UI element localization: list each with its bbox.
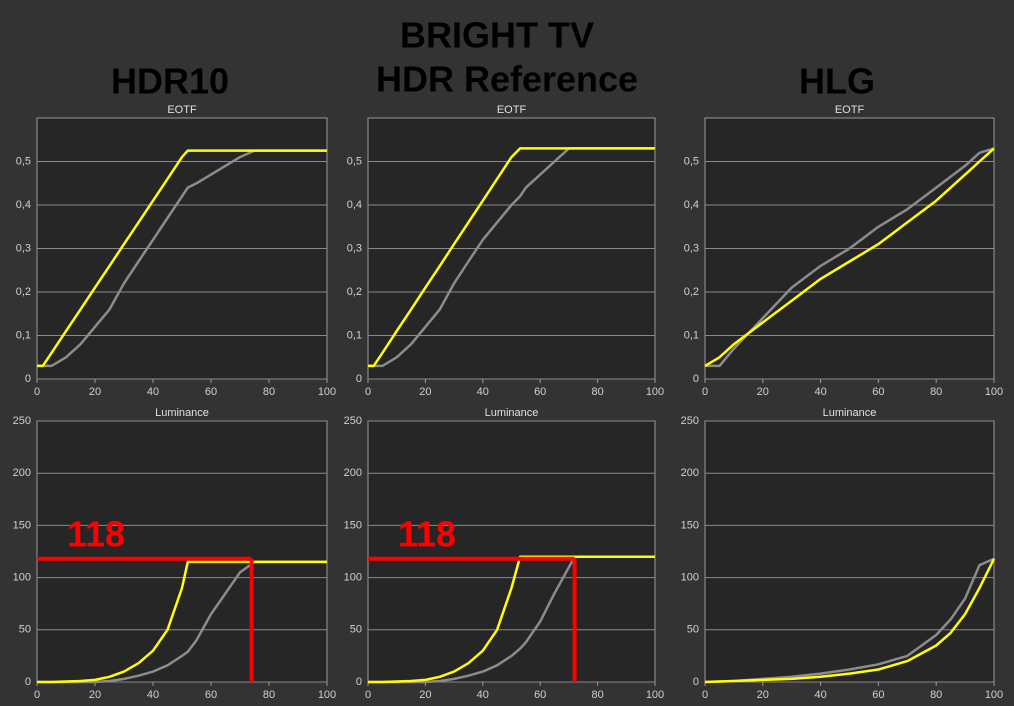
y-tick-label: 0,5 [16, 155, 31, 167]
y-tick-label: 150 [681, 519, 699, 531]
x-tick-label: 60 [534, 386, 546, 398]
y-tick-label: 50 [687, 624, 699, 636]
column-title: HLG [799, 61, 875, 102]
x-tick-label: 100 [985, 386, 1003, 398]
x-tick-label: 60 [205, 386, 217, 398]
y-tick-label: 0,2 [684, 286, 699, 298]
x-tick-label: 80 [263, 689, 275, 701]
chart-title: EOTF [497, 104, 527, 116]
x-tick-label: 80 [591, 689, 603, 701]
column-title: HDR10 [111, 61, 229, 102]
plot-area [704, 420, 995, 683]
y-tick-label: 200 [681, 467, 699, 479]
x-tick-label: 0 [34, 386, 40, 398]
x-tick-label: 40 [814, 386, 826, 398]
x-tick-label: 60 [872, 689, 884, 701]
y-tick-label: 100 [681, 572, 699, 584]
x-tick-label: 0 [34, 689, 40, 701]
x-tick-label: 20 [419, 689, 431, 701]
x-tick-label: 60 [205, 689, 217, 701]
data-line [368, 555, 655, 684]
y-tick-label: 50 [350, 624, 362, 636]
y-tick-label: 0,3 [16, 242, 31, 254]
x-tick-label: 20 [757, 386, 769, 398]
annotation-label: 118 [67, 513, 125, 554]
x-tick-label: 0 [702, 386, 708, 398]
y-tick-label: 0 [25, 373, 31, 385]
y-tick-label: 0,3 [347, 242, 362, 254]
x-tick-label: 0 [702, 689, 708, 701]
y-tick-label: 150 [13, 519, 31, 531]
y-tick-label: 0,5 [684, 155, 699, 167]
y-tick-label: 0,2 [16, 286, 31, 298]
x-tick-label: 100 [646, 386, 664, 398]
y-tick-label: 50 [19, 624, 31, 636]
x-tick-label: 100 [985, 689, 1003, 701]
y-tick-label: 250 [344, 415, 362, 427]
y-tick-label: 0,1 [684, 329, 699, 341]
x-tick-label: 0 [365, 689, 371, 701]
chart-title: EOTF [167, 104, 197, 116]
data-line [705, 147, 995, 368]
page-title: BRIGHT TV [400, 15, 594, 56]
data-line [37, 149, 327, 368]
y-tick-label: 200 [13, 467, 31, 479]
x-tick-label: 80 [930, 386, 942, 398]
y-tick-label: 100 [13, 572, 31, 584]
x-tick-label: 40 [477, 689, 489, 701]
y-tick-label: 0,4 [16, 199, 31, 211]
y-tick-label: 250 [681, 415, 699, 427]
x-tick-label: 60 [534, 689, 546, 701]
column-title: HDR Reference [376, 59, 638, 100]
y-tick-label: 0 [693, 373, 699, 385]
x-tick-label: 100 [318, 386, 336, 398]
x-tick-label: 40 [814, 689, 826, 701]
x-tick-label: 0 [365, 386, 371, 398]
y-tick-label: 150 [344, 519, 362, 531]
x-tick-label: 100 [646, 689, 664, 701]
x-tick-label: 20 [89, 689, 101, 701]
y-tick-label: 0,4 [347, 199, 362, 211]
data-line [704, 147, 995, 367]
annotation-label: 118 [398, 513, 456, 554]
plot-area [367, 420, 656, 683]
y-tick-label: 0 [25, 676, 31, 688]
y-tick-label: 200 [344, 467, 362, 479]
chart-title: Luminance [823, 407, 877, 419]
x-tick-label: 80 [930, 689, 942, 701]
x-tick-label: 20 [89, 386, 101, 398]
chart-title: Luminance [485, 407, 539, 419]
plot-area [36, 420, 328, 683]
x-tick-label: 40 [147, 689, 159, 701]
y-tick-label: 0,4 [684, 199, 699, 211]
x-tick-label: 40 [477, 386, 489, 398]
y-tick-label: 250 [13, 415, 31, 427]
y-tick-label: 0,2 [347, 286, 362, 298]
x-tick-label: 60 [872, 386, 884, 398]
data-line [37, 149, 327, 368]
chart-title: EOTF [835, 104, 865, 116]
y-tick-label: 0 [693, 676, 699, 688]
y-tick-label: 0,1 [16, 329, 31, 341]
y-tick-label: 0,5 [347, 155, 362, 167]
data-line [704, 558, 996, 684]
y-tick-label: 0 [356, 373, 362, 385]
y-tick-label: 0 [356, 676, 362, 688]
chart-title: Luminance [155, 407, 209, 419]
x-tick-label: 20 [419, 386, 431, 398]
x-tick-label: 80 [591, 386, 603, 398]
y-tick-label: 100 [344, 572, 362, 584]
y-tick-label: 0,3 [684, 242, 699, 254]
x-tick-label: 80 [263, 386, 275, 398]
data-line [368, 147, 655, 368]
x-tick-label: 100 [318, 689, 336, 701]
x-tick-label: 40 [147, 386, 159, 398]
y-tick-label: 0,1 [347, 329, 362, 341]
x-tick-label: 20 [757, 689, 769, 701]
